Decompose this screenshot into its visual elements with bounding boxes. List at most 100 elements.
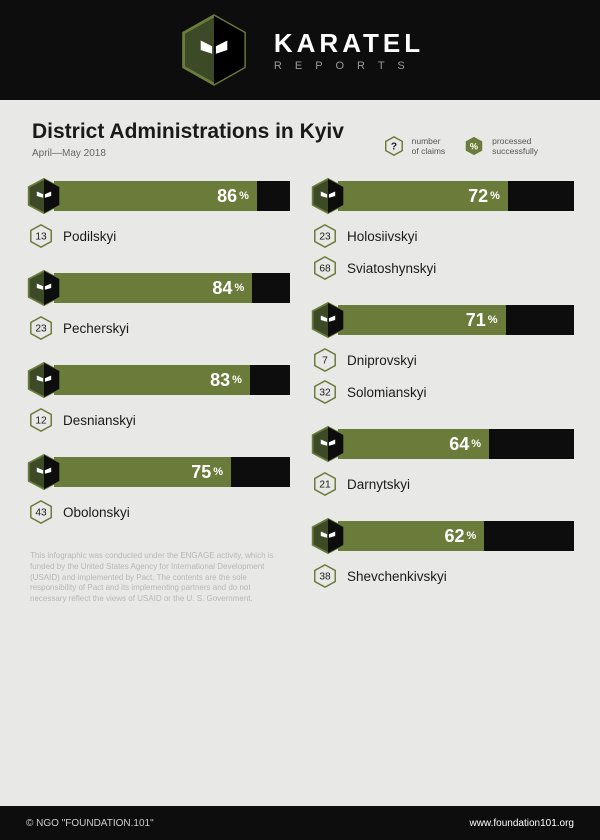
district-name: Solomianskyi bbox=[347, 385, 427, 400]
claims-hex-icon: 38 bbox=[312, 563, 338, 589]
district-name: Darnytskyi bbox=[347, 477, 410, 492]
title-bar: District Administrations in Kyiv April—M… bbox=[0, 100, 600, 167]
bar-percent-sign: % bbox=[232, 374, 242, 386]
bar-value: 62 bbox=[445, 526, 465, 547]
left-column: 86% 13 Podilskyi 84% bbox=[26, 177, 290, 609]
legend-claims: ? number of claims bbox=[383, 135, 446, 157]
svg-text:32: 32 bbox=[319, 388, 331, 399]
bar-logo-icon bbox=[26, 361, 62, 399]
bar-row: 62% bbox=[310, 517, 574, 555]
bar-fill: 75% bbox=[54, 457, 231, 487]
bar-row: 71% bbox=[310, 301, 574, 339]
bar-row: 75% bbox=[26, 453, 290, 491]
district-label-row: 23 Pecherskyi bbox=[26, 315, 290, 341]
district-name: Sviatoshynskyi bbox=[347, 261, 436, 276]
legend-claims-line1: number bbox=[412, 136, 446, 146]
claims-hex-icon: 32 bbox=[312, 379, 338, 405]
bar-fill: 72% bbox=[338, 181, 508, 211]
svg-text:23: 23 bbox=[35, 324, 47, 335]
bar-fill: 71% bbox=[338, 305, 506, 335]
district-group: 86% 13 Podilskyi bbox=[26, 177, 290, 255]
district-label-row: 7 Dniprovskyi bbox=[310, 347, 574, 373]
district-label-row: 68 Sviatoshynskyi bbox=[310, 255, 574, 281]
district-group: 71% 7 Dniprovskyi 32 Solomianskyi bbox=[310, 301, 574, 411]
bar-track: 72% bbox=[338, 181, 574, 211]
claims-hex-icon: 7 bbox=[312, 347, 338, 373]
bar-fill: 83% bbox=[54, 365, 250, 395]
footer-url: www.foundation101.org bbox=[469, 818, 574, 829]
bar-row: 83% bbox=[26, 361, 290, 399]
bar-value: 83 bbox=[210, 370, 230, 391]
brand-title: KARATEL bbox=[274, 28, 424, 59]
header: KARATEL R E P O R T S bbox=[0, 0, 600, 100]
claims-hex-icon: 68 bbox=[312, 255, 338, 281]
bar-row: 86% bbox=[26, 177, 290, 215]
bar-track: 83% bbox=[54, 365, 290, 395]
legend-success: % processed successfully bbox=[463, 135, 538, 157]
svg-text:%: % bbox=[470, 142, 478, 152]
district-name: Podilskyi bbox=[63, 229, 116, 244]
footer-copyright: © NGO "FOUNDATION.101" bbox=[26, 818, 154, 829]
claims-hex-icon: 12 bbox=[28, 407, 54, 433]
district-group: 62% 38 Shevchenkivskyi bbox=[310, 517, 574, 595]
bar-logo-icon bbox=[310, 517, 346, 555]
claims-hex-icon: 21 bbox=[312, 471, 338, 497]
bar-percent-sign: % bbox=[467, 530, 477, 542]
district-label-row: 23 Holosiivskyi bbox=[310, 223, 574, 249]
bar-row: 84% bbox=[26, 269, 290, 307]
district-group: 72% 23 Holosiivskyi 68 Sviatoshynskyi bbox=[310, 177, 574, 287]
disclaimer-text: This infographic was conducted under the… bbox=[26, 551, 290, 605]
district-name: Dniprovskyi bbox=[347, 353, 417, 368]
bar-logo-icon bbox=[26, 177, 62, 215]
bar-value: 72 bbox=[468, 186, 488, 207]
brand-block: KARATEL R E P O R T S bbox=[274, 28, 424, 72]
district-group: 75% 43 Obolonskyi bbox=[26, 453, 290, 531]
bar-percent-sign: % bbox=[471, 438, 481, 450]
bar-percent-sign: % bbox=[488, 314, 498, 326]
bar-logo-icon bbox=[310, 301, 346, 339]
claims-hex-icon: 23 bbox=[312, 223, 338, 249]
svg-text:68: 68 bbox=[319, 264, 331, 275]
district-group: 83% 12 Desnianskyi bbox=[26, 361, 290, 439]
district-label-row: 12 Desnianskyi bbox=[26, 407, 290, 433]
bar-percent-sign: % bbox=[490, 190, 500, 202]
claims-hex-icon: 23 bbox=[28, 315, 54, 341]
svg-text:?: ? bbox=[391, 142, 397, 153]
bar-fill: 86% bbox=[54, 181, 257, 211]
bar-logo-icon bbox=[310, 425, 346, 463]
claims-hex-icon: 43 bbox=[28, 499, 54, 525]
bar-percent-sign: % bbox=[239, 190, 249, 202]
bar-logo-icon bbox=[26, 453, 62, 491]
bar-track: 75% bbox=[54, 457, 290, 487]
bar-track: 86% bbox=[54, 181, 290, 211]
district-label-row: 21 Darnytskyi bbox=[310, 471, 574, 497]
district-name: Obolonskyi bbox=[63, 505, 130, 520]
logo-icon bbox=[176, 12, 252, 88]
bar-percent-sign: % bbox=[234, 282, 244, 294]
district-label-row: 43 Obolonskyi bbox=[26, 499, 290, 525]
svg-text:23: 23 bbox=[319, 232, 331, 243]
bar-row: 72% bbox=[310, 177, 574, 215]
bar-logo-icon bbox=[26, 269, 62, 307]
district-name: Desnianskyi bbox=[63, 413, 136, 428]
legend-success-line1: processed bbox=[492, 136, 538, 146]
district-name: Pecherskyi bbox=[63, 321, 129, 336]
district-label-row: 13 Podilskyi bbox=[26, 223, 290, 249]
svg-text:38: 38 bbox=[319, 572, 331, 583]
svg-text:12: 12 bbox=[35, 416, 47, 427]
district-label-row: 38 Shevchenkivskyi bbox=[310, 563, 574, 589]
bar-value: 75 bbox=[191, 462, 211, 483]
district-label-row: 32 Solomianskyi bbox=[310, 379, 574, 405]
bar-value: 64 bbox=[449, 434, 469, 455]
svg-text:13: 13 bbox=[35, 232, 47, 243]
footer: © NGO "FOUNDATION.101" www.foundation101… bbox=[0, 806, 600, 840]
district-name: Holosiivskyi bbox=[347, 229, 418, 244]
bar-track: 62% bbox=[338, 521, 574, 551]
bar-track: 84% bbox=[54, 273, 290, 303]
legend-claims-line2: of claims bbox=[412, 146, 446, 156]
bar-percent-sign: % bbox=[213, 466, 223, 478]
content: 86% 13 Podilskyi 84% bbox=[0, 167, 600, 609]
bar-fill: 62% bbox=[338, 521, 484, 551]
svg-text:43: 43 bbox=[35, 508, 47, 519]
district-group: 64% 21 Darnytskyi bbox=[310, 425, 574, 503]
